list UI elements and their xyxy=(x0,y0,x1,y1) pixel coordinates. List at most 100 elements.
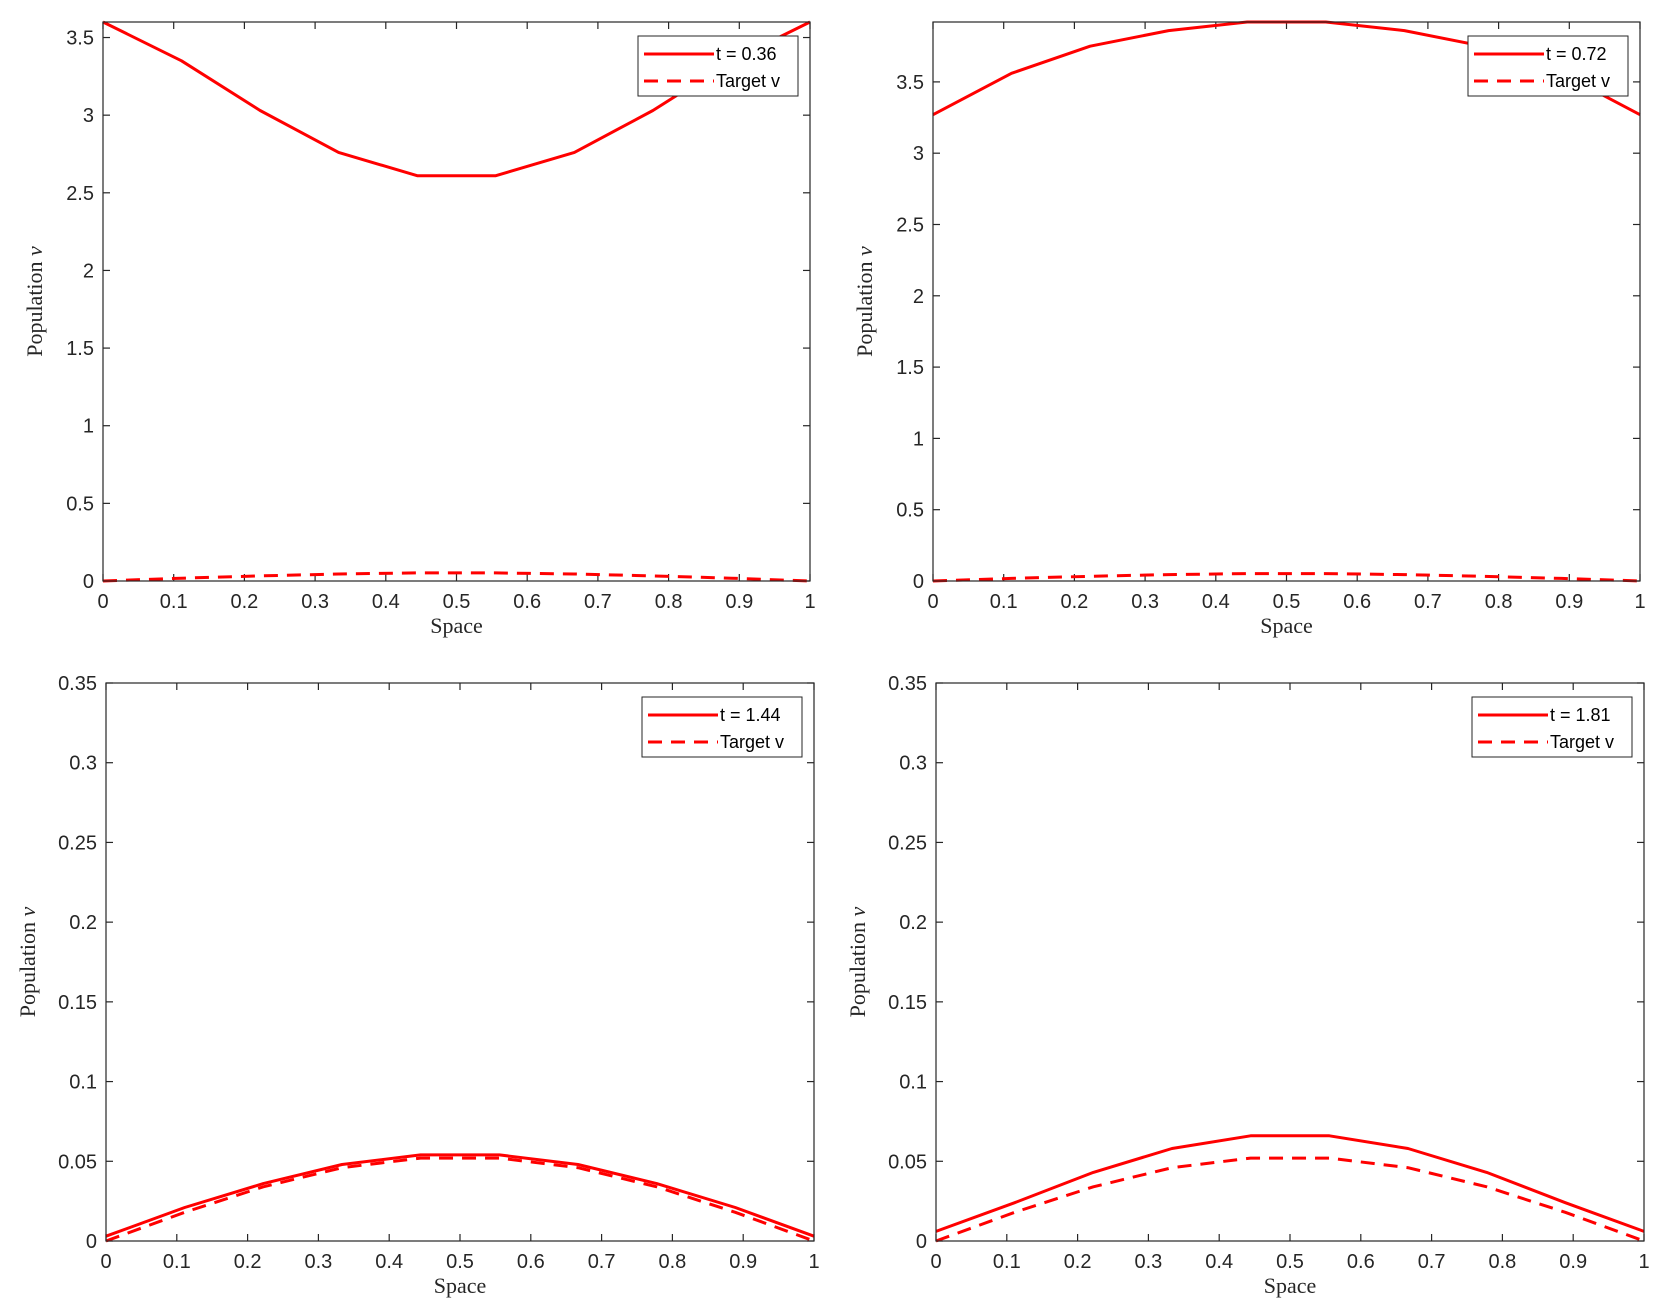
y-tick-label: 0.15 xyxy=(888,992,927,1014)
y-tick-label: 0.5 xyxy=(66,493,94,515)
x-tick-label: 0 xyxy=(97,591,108,613)
x-tick-label: 0.7 xyxy=(1418,1251,1446,1273)
x-tick-label: 0.6 xyxy=(1343,591,1371,613)
y-tick-label: 0 xyxy=(86,1231,97,1253)
series-line-target xyxy=(935,1156,1645,1243)
y-tick-label: 0.1 xyxy=(69,1072,97,1094)
legend-label: t = 1.81 xyxy=(1550,705,1611,725)
x-tick-label: 0.7 xyxy=(588,1251,616,1273)
y-tick-label: 0.15 xyxy=(58,992,97,1014)
y-axis-label-variable: v xyxy=(22,246,47,256)
x-axis-label: Space xyxy=(430,613,483,638)
y-tick-label: 3.5 xyxy=(66,28,94,50)
legend-label: Target v xyxy=(716,71,780,91)
y-tick-label: 0 xyxy=(83,571,94,593)
legend-label: Target v xyxy=(720,732,784,752)
x-tick-label: 0.2 xyxy=(230,591,258,613)
y-axis-label-text: Population xyxy=(22,256,47,357)
y-axis-label: Population v xyxy=(15,906,40,1017)
y-tick-label: 1 xyxy=(83,416,94,438)
x-tick-label: 0.5 xyxy=(443,591,471,613)
x-tick-label: 0.1 xyxy=(993,1251,1021,1273)
axes-box xyxy=(105,682,815,1242)
x-tick-label: 0.1 xyxy=(160,591,188,613)
y-tick-label: 0.25 xyxy=(888,832,927,854)
chart-panel-1: 0 0.1 0.2 0.3 0.4 0.5 0.6 0.7 0.8 0.9 1 0 0.5 1 1.5 2 2.… xyxy=(22,20,816,638)
x-tick-label: 0.9 xyxy=(729,1251,757,1273)
legend-label: t = 0.36 xyxy=(716,44,777,64)
y-tick-label: 0.5 xyxy=(896,500,924,522)
y-tick-label: 0 xyxy=(913,571,924,593)
y-tick-label: 0.35 xyxy=(58,673,97,695)
x-axis-label: Space xyxy=(1260,613,1313,638)
x-tick-label: 0.8 xyxy=(1485,591,1513,613)
y-tick-label: 2 xyxy=(83,260,94,282)
axes-box xyxy=(102,21,811,582)
legend: t = 1.44 Target v xyxy=(641,696,803,758)
x-tick-label: 0.6 xyxy=(1347,1251,1375,1273)
y-tick-label: 0.1 xyxy=(899,1072,927,1094)
x-tick-label: 0 xyxy=(100,1251,111,1273)
legend-box xyxy=(1471,696,1633,758)
y-axis-label-variable: v xyxy=(845,906,870,916)
y-axis-label-text: Population xyxy=(852,256,877,357)
x-tick-label: 0.8 xyxy=(658,1251,686,1273)
y-tick-label: 0.3 xyxy=(69,753,97,775)
x-tick-label: 0 xyxy=(927,591,938,613)
x-tick-label: 1 xyxy=(804,591,815,613)
x-tick-label: 0.1 xyxy=(163,1251,191,1273)
legend: t = 0.72 Target v xyxy=(1467,35,1629,97)
series-line-solution xyxy=(105,1153,815,1238)
x-tick-label: 0.2 xyxy=(234,1251,262,1273)
y-axis-label: Population v xyxy=(845,906,870,1017)
legend-box xyxy=(641,696,803,758)
y-tick-label: 0.2 xyxy=(69,912,97,934)
y-tick-label: 0.2 xyxy=(899,912,927,934)
x-tick-label: 1 xyxy=(808,1251,819,1273)
y-tick-label: 3 xyxy=(83,105,94,127)
chart-panel-4: 0 0.1 0.2 0.3 0.4 0.5 0.6 0.7 0.8 0.9 1 0 0.05 0.1 0.1… xyxy=(845,673,1650,1298)
legend-label: t = 0.72 xyxy=(1546,44,1607,64)
y-tick-label: 2.5 xyxy=(896,214,924,236)
x-tick-label: 0.4 xyxy=(1205,1251,1233,1273)
series-line-target xyxy=(932,572,1641,583)
legend-label: Target v xyxy=(1550,732,1614,752)
x-tick-label: 0.7 xyxy=(584,591,612,613)
x-tick-label: 0.3 xyxy=(1134,1251,1162,1273)
x-tick-label: 0.4 xyxy=(1202,591,1230,613)
x-tick-label: 0.3 xyxy=(1131,591,1159,613)
y-tick-label: 0.05 xyxy=(888,1151,927,1173)
x-tick-label: 0.8 xyxy=(1488,1251,1516,1273)
x-tick-label: 0 xyxy=(930,1251,941,1273)
series-line-target xyxy=(102,571,811,583)
x-tick-label: 0.4 xyxy=(375,1251,403,1273)
y-axis-label-variable: v xyxy=(15,906,40,916)
y-axis-label-variable: v xyxy=(852,246,877,256)
y-tick-label: 3.5 xyxy=(896,72,924,94)
x-tick-label: 1 xyxy=(1638,1251,1649,1273)
x-tick-label: 0.9 xyxy=(1555,591,1583,613)
y-tick-label: 0.35 xyxy=(888,673,927,695)
x-tick-label: 0.2 xyxy=(1060,591,1088,613)
x-axis-label: Space xyxy=(434,1273,487,1298)
x-tick-label: 0.9 xyxy=(725,591,753,613)
y-tick-label: 1.5 xyxy=(66,338,94,360)
x-tick-label: 0.6 xyxy=(517,1251,545,1273)
y-tick-label: 0.25 xyxy=(58,832,97,854)
y-axis-label: Population v xyxy=(22,246,47,357)
x-axis-label: Space xyxy=(1264,1273,1317,1298)
y-tick-label: 0 xyxy=(916,1231,927,1253)
axes-box xyxy=(935,682,1645,1242)
x-tick-label: 0.1 xyxy=(990,591,1018,613)
y-axis-label-text: Population xyxy=(15,916,40,1017)
x-tick-label: 0.4 xyxy=(372,591,400,613)
legend-label: t = 1.44 xyxy=(720,705,781,725)
y-axis-label-text: Population xyxy=(845,916,870,1017)
y-tick-label: 3 xyxy=(913,143,924,165)
x-tick-label: 0.9 xyxy=(1559,1251,1587,1273)
x-tick-label: 0.5 xyxy=(1273,591,1301,613)
x-tick-label: 0.6 xyxy=(513,591,541,613)
y-axis-label: Population v xyxy=(852,246,877,357)
x-tick-label: 1 xyxy=(1634,591,1645,613)
